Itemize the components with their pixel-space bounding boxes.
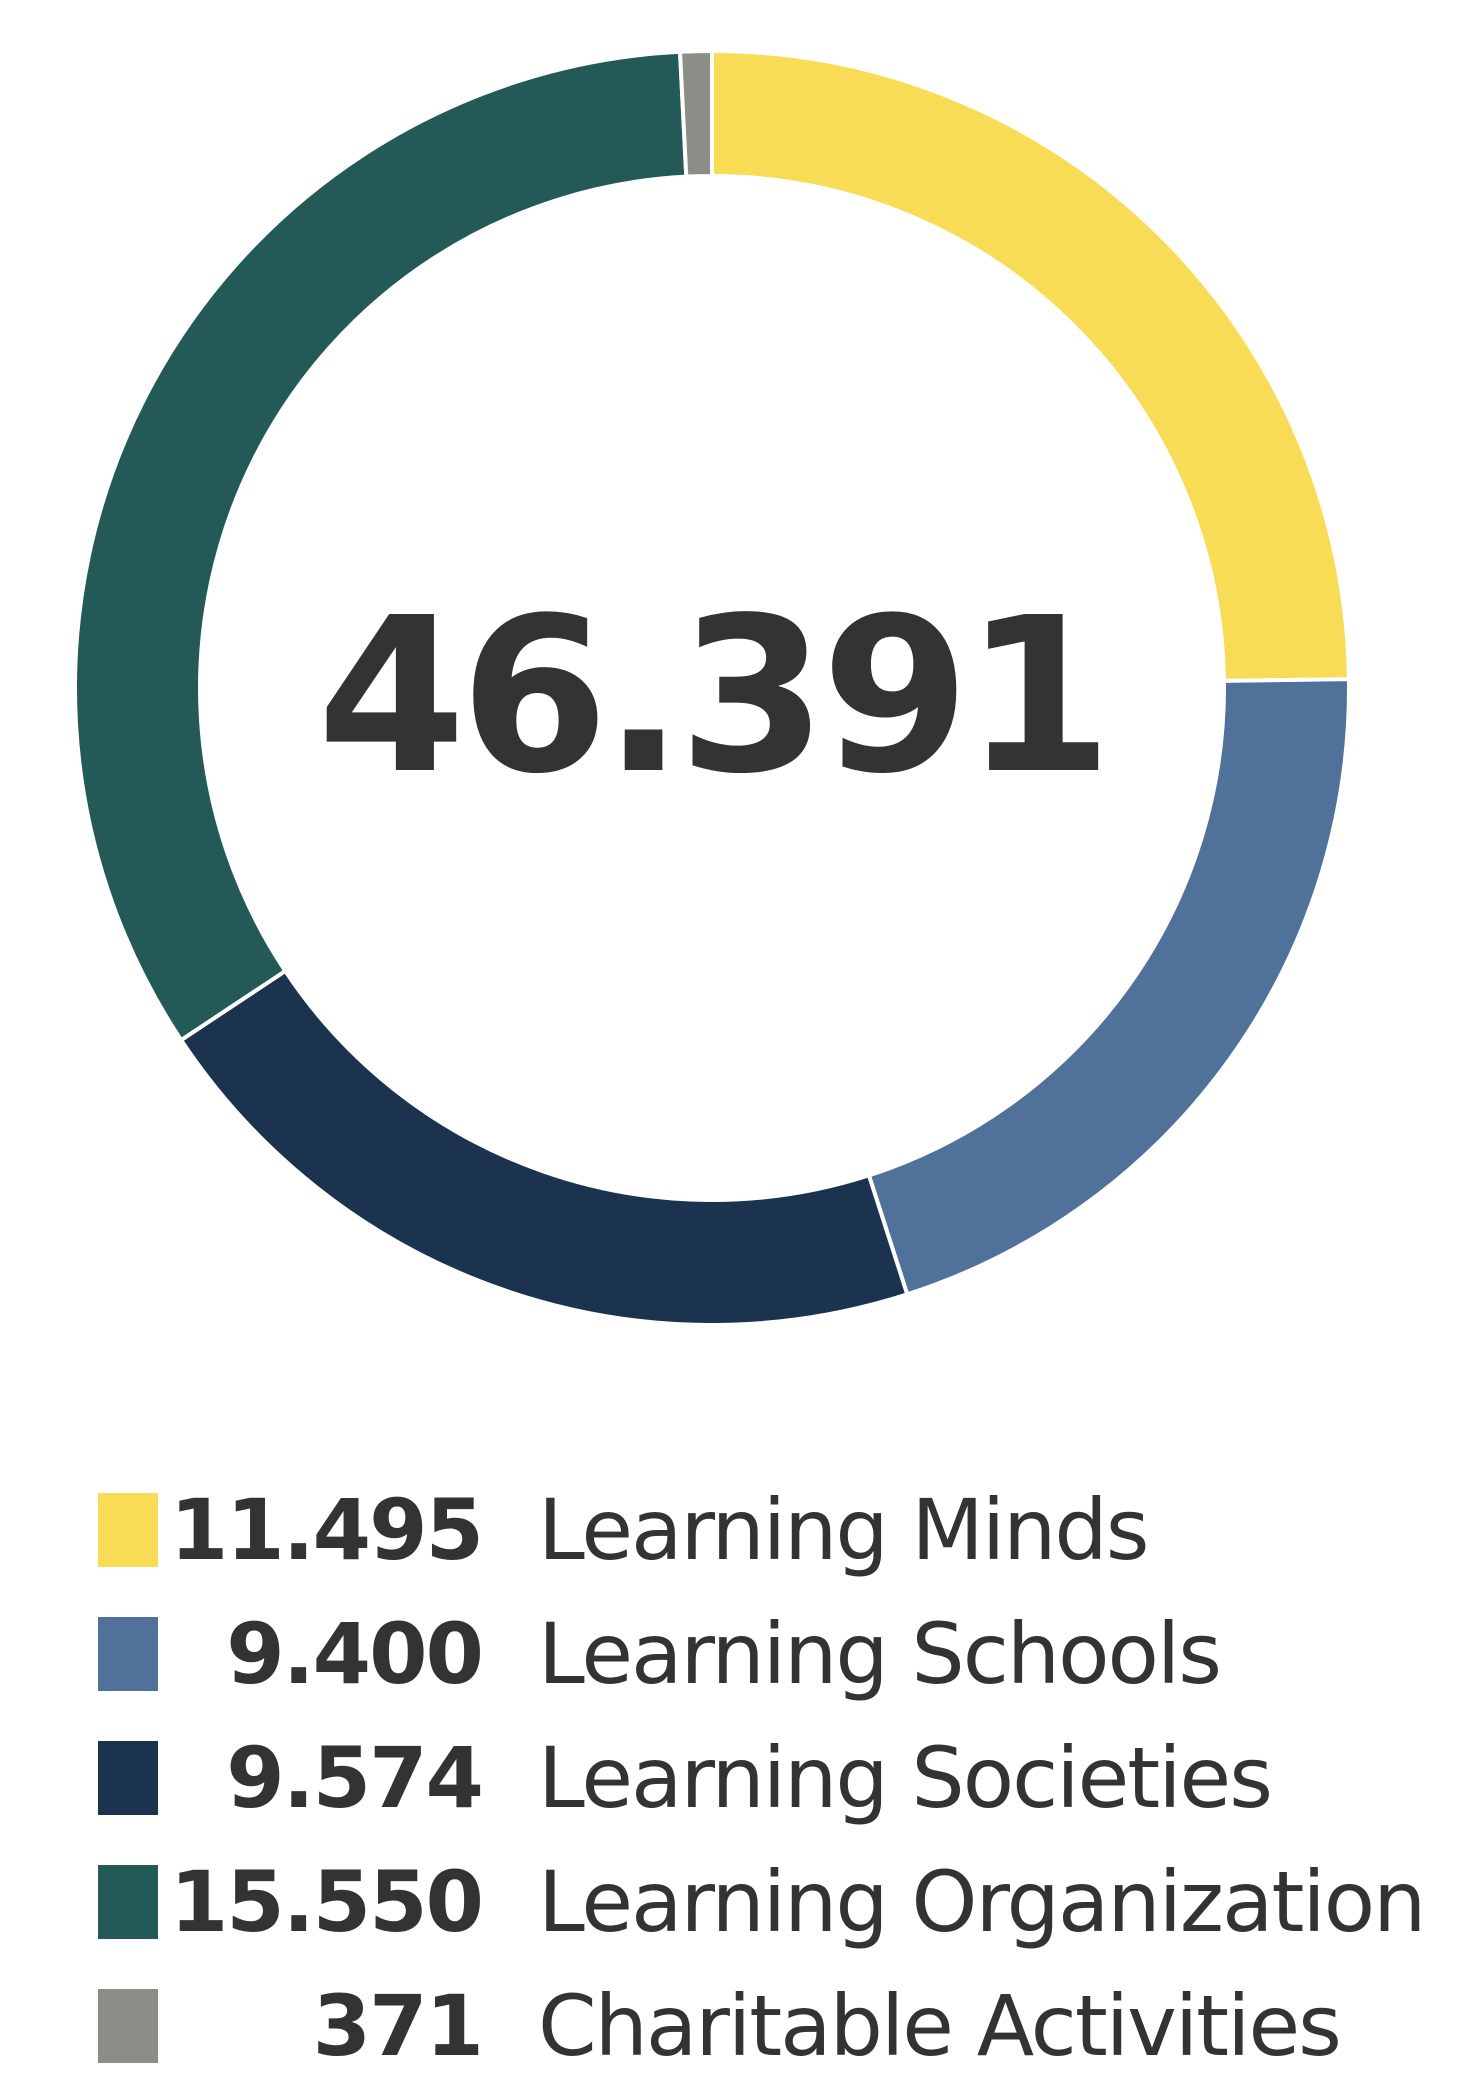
donut-slice-learning-organization xyxy=(73,49,689,1043)
legend-label-learning-schools: Learning Schools xyxy=(538,1605,1222,1703)
legend-item-learning-schools: 9.400 Learning Schools xyxy=(98,1592,1438,1716)
legend-swatch-learning-schools xyxy=(98,1617,158,1691)
legend-item-charitable-activities: 371 Charitable Activities xyxy=(98,1964,1438,2088)
legend-value-learning-organization: 15.550 xyxy=(169,1853,484,1951)
legend-value-learning-minds: 11.495 xyxy=(169,1481,484,1579)
legend-item-learning-minds: 11.495 Learning Minds xyxy=(98,1468,1438,1592)
legend-value-charitable-activities: 371 xyxy=(312,1977,484,2075)
legend-swatch-learning-organization xyxy=(98,1865,158,1939)
donut-slices xyxy=(73,48,1351,1327)
donut-chart: 46.391 xyxy=(73,48,1351,1327)
legend-swatch-learning-minds xyxy=(98,1493,158,1567)
legend-swatch-charitable-activities xyxy=(98,1989,158,2063)
donut-slice-learning-minds xyxy=(710,48,1351,683)
legend-label-learning-minds: Learning Minds xyxy=(538,1481,1150,1579)
donut-slice-charitable-activities xyxy=(677,48,714,179)
legend-label-learning-societies: Learning Societies xyxy=(538,1729,1273,1827)
legend-value-learning-societies: 9.574 xyxy=(226,1729,484,1827)
legend-value-learning-schools: 9.400 xyxy=(226,1605,484,1703)
legend-item-learning-societies: 9.574 Learning Societies xyxy=(98,1716,1438,1840)
donut-chart-area: 46.391 xyxy=(73,48,1351,1327)
legend-label-charitable-activities: Charitable Activities xyxy=(538,1977,1342,2075)
legend-swatch-learning-societies xyxy=(98,1741,158,1815)
donut-slice-learning-societies xyxy=(178,968,910,1327)
center-total: 46.391 xyxy=(317,572,1107,821)
legend: 11.495 Learning Minds 9.400 Learning School… xyxy=(98,1468,1438,2088)
legend-label-learning-organization: Learning Organization xyxy=(538,1853,1426,1951)
legend-item-learning-organization: 15.550 Learning Organization xyxy=(98,1840,1438,1964)
